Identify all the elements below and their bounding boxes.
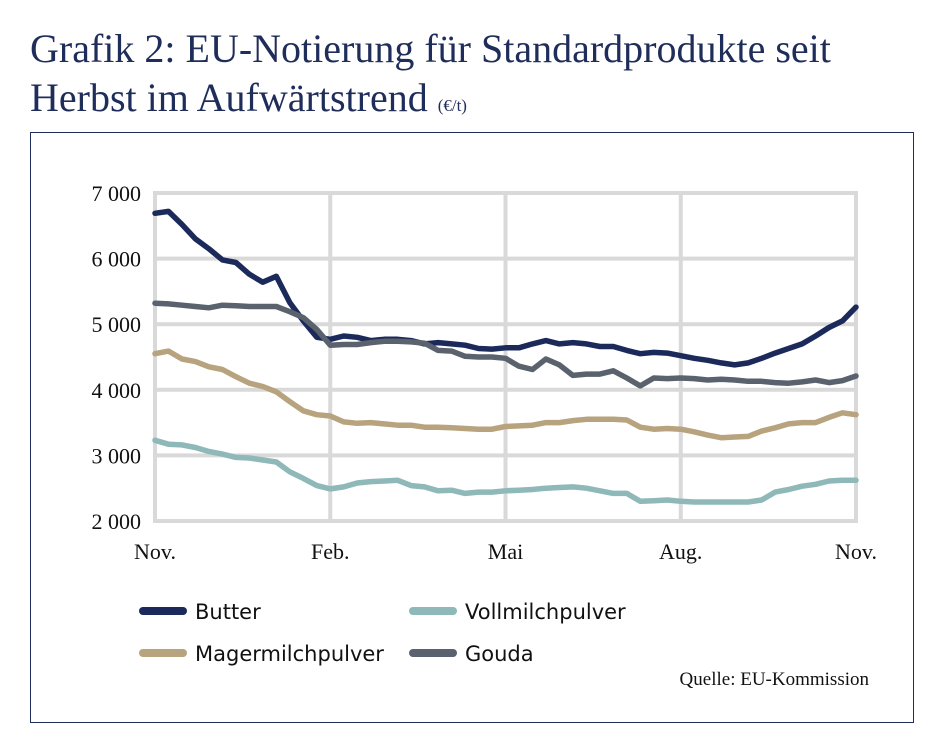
grid (153, 191, 858, 523)
y-axis: 2 000 3 000 4 000 5 000 6 000 7 000 (92, 181, 142, 534)
series-group (152, 208, 859, 505)
series-line-vollmilchpulver (152, 437, 859, 505)
y-tick-label: 2 000 (92, 509, 142, 534)
source-note: Quelle: EU-Kommission (680, 669, 870, 690)
y-tick-label: 6 000 (92, 247, 142, 272)
legend-label: Vollmilchpulver (465, 600, 626, 624)
series-line-gouda (152, 300, 859, 389)
legend-label: Magermilchpulver (195, 642, 384, 666)
legend-label: Gouda (465, 642, 534, 666)
y-tick-label: 5 000 (92, 312, 142, 337)
chart-title: Grafik 2: EU-Notierung für Standardprodu… (30, 24, 930, 130)
legend-item-magermilchpulver: Magermilchpulver (139, 642, 384, 666)
x-tick-label: Mai (488, 539, 523, 564)
chart-frame: 2 000 3 000 4 000 5 000 6 000 7 000 Nov. Feb. M… (30, 132, 914, 723)
x-tick-label: Nov. (835, 539, 877, 564)
legend: Butter Vollmilchpulver Magermilchpulver Gou… (139, 600, 626, 666)
y-tick-label: 3 000 (92, 443, 142, 468)
x-tick-label: Aug. (659, 539, 702, 564)
legend-item-vollmilchpulver: Vollmilchpulver (409, 600, 626, 624)
x-tick-label: Feb. (311, 539, 350, 564)
series-line-magermilchpulver (152, 348, 859, 441)
chart-title-main: Grafik 2: EU-Notierung für Standardprodu… (30, 26, 831, 120)
x-axis: Nov. Feb. Mai Aug. Nov. (134, 539, 877, 564)
legend-label: Butter (195, 600, 261, 624)
legend-item-butter: Butter (139, 600, 261, 624)
line-chart: 2 000 3 000 4 000 5 000 6 000 7 000 Nov. Feb. M… (92, 181, 877, 690)
y-tick-label: 4 000 (92, 378, 142, 403)
y-tick-label: 7 000 (92, 181, 142, 206)
legend-item-gouda: Gouda (409, 642, 534, 666)
series-line-butter (152, 208, 859, 368)
x-tick-label: Nov. (134, 539, 176, 564)
chart-title-unit: (€/t) (437, 96, 467, 115)
